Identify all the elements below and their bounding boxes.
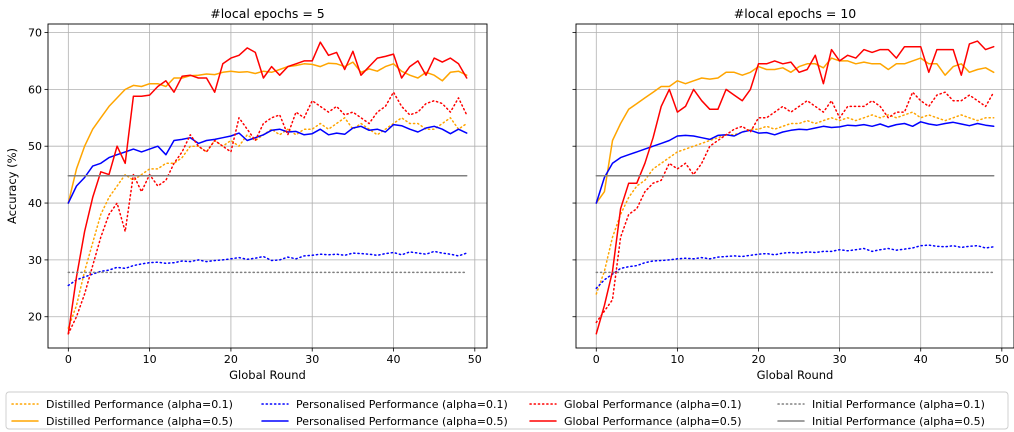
x-tick-label: 50 — [995, 353, 1009, 366]
series-line-6 — [67, 41, 468, 335]
series-line-3 — [67, 250, 468, 287]
legend-label: Global Performance (alpha=0.1) — [564, 398, 742, 411]
legend-label: Initial Performance (alpha=0.1) — [812, 398, 985, 411]
x-tick-label: 30 — [833, 353, 847, 366]
series-line-3 — [595, 244, 995, 290]
x-axis-label: Global Round — [229, 368, 306, 382]
x-tick-label: 20 — [224, 353, 238, 366]
x-tick-label: 40 — [387, 353, 401, 366]
x-tick-label: 20 — [752, 353, 766, 366]
y-axis-label: Accuracy (%) — [5, 148, 19, 224]
plot-frame — [47, 23, 488, 349]
x-tick-label: 0 — [65, 353, 72, 366]
x-tick-label: 10 — [670, 353, 684, 366]
x-axis-label: Global Round — [757, 368, 834, 382]
plot-frame — [575, 23, 1014, 349]
chart-panel-1: 0 10 20 30 40 50 20 30 40 50 60 70 #local epochs = 5… — [5, 6, 488, 382]
legend-label: Distilled Performance (alpha=0.1) — [46, 398, 233, 411]
series-line-5 — [67, 91, 468, 335]
y-tick-label: 30 — [28, 254, 42, 267]
legend-label: Distilled Performance (alpha=0.5) — [46, 415, 233, 428]
x-tick-label: 30 — [305, 353, 319, 366]
legend-box — [5, 391, 1009, 430]
y-tick-label: 50 — [28, 140, 42, 153]
legend-label: Global Performance (alpha=0.5) — [564, 415, 742, 428]
series-line-5 — [595, 91, 995, 324]
legend-label: Personalised Performance (alpha=0.1) — [296, 398, 508, 411]
series-line-6 — [595, 40, 995, 335]
chart-title: #local epochs = 10 — [734, 6, 857, 21]
x-tick-label: 10 — [143, 353, 157, 366]
series-line-2 — [595, 57, 995, 204]
x-tick-label: 0 — [593, 353, 600, 366]
series-line-4 — [595, 121, 995, 204]
series-line-4 — [67, 123, 468, 204]
legend-label: Initial Performance (alpha=0.5) — [812, 415, 985, 428]
series-line-1 — [67, 117, 468, 329]
y-tick-label: 60 — [28, 83, 42, 96]
y-tick-label: 20 — [28, 311, 42, 324]
y-tick-label: 70 — [28, 27, 42, 40]
chart-panel-2: 0 10 20 30 40 50 #local epochs = 10 Global Roun… — [572, 6, 1014, 382]
legend-label: Personalised Performance (alpha=0.5) — [296, 415, 508, 428]
y-tick-label: 40 — [28, 197, 42, 210]
x-tick-label: 40 — [914, 353, 928, 366]
legend: Distilled Performance (alpha=0.1) Persona… — [5, 391, 1009, 430]
chart-title: #local epochs = 5 — [210, 6, 325, 21]
x-tick-label: 50 — [468, 353, 482, 366]
series-line-1 — [595, 111, 995, 295]
